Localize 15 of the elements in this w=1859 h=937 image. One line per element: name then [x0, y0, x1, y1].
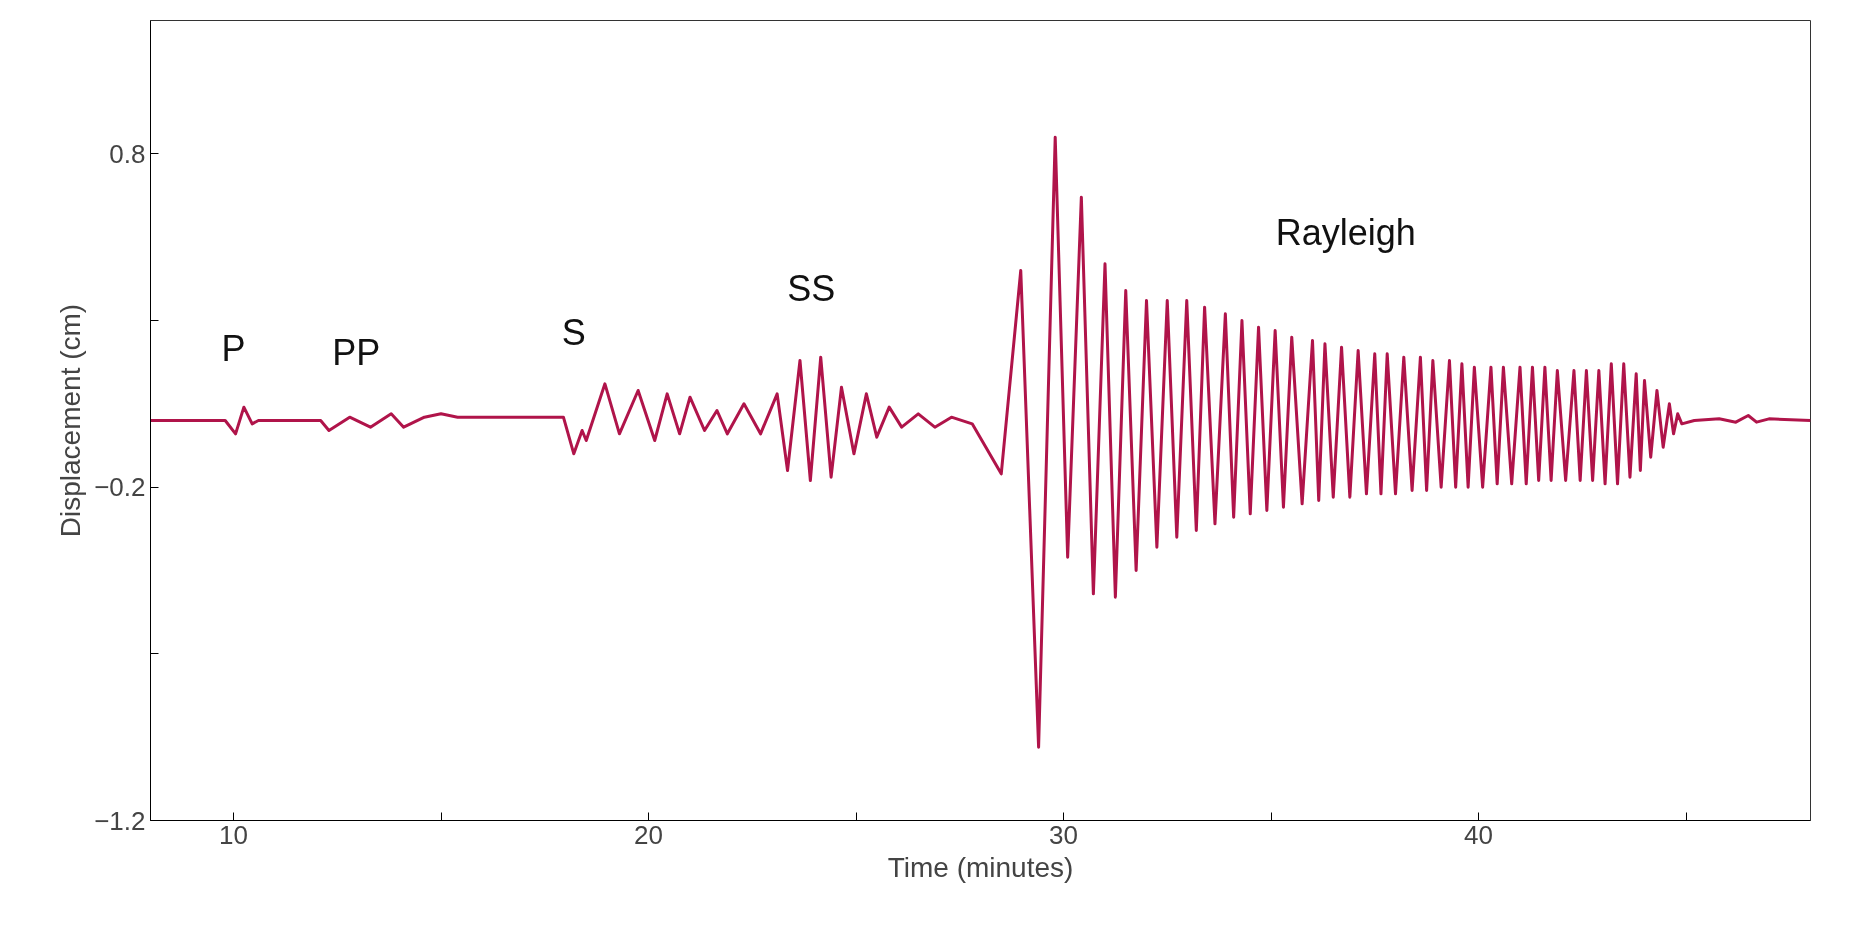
x-tick-label: 10 [219, 819, 248, 850]
x-tick-label: 30 [1049, 819, 1078, 850]
line-series [150, 135, 1811, 749]
y-tick-label: −1.2 [94, 805, 146, 836]
x-tick-label: 20 [634, 819, 663, 850]
x-axis-title: Time (minutes) [887, 851, 1074, 883]
y-tick-label: −0.2 [94, 472, 146, 503]
annotation: S [561, 312, 586, 353]
annotation: Rayleigh [1275, 212, 1416, 253]
annotation: PP [332, 332, 381, 373]
annotation: P [221, 328, 246, 369]
y-axis-title: Displacement (cm) [55, 303, 87, 538]
x-tick-label: 40 [1464, 819, 1493, 850]
y-tick-label: 0.8 [109, 138, 146, 169]
annotation: SS [787, 268, 836, 309]
